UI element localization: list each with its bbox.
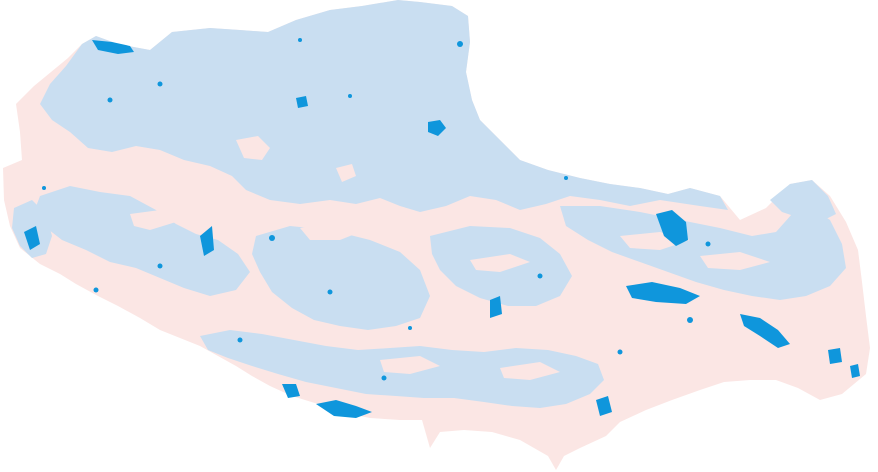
pink-patch	[500, 362, 560, 380]
pink-patch	[336, 164, 356, 182]
west-mid-region	[34, 186, 250, 296]
pink-patch	[236, 136, 270, 160]
feature-blob	[828, 348, 842, 364]
feature-blob	[596, 396, 612, 416]
feature-dot	[687, 317, 693, 323]
feature-dot	[348, 94, 352, 98]
feature-blob	[92, 40, 134, 54]
pink-patch	[470, 254, 530, 272]
feature-dot	[537, 273, 543, 279]
feature-dot	[457, 41, 463, 47]
feature-dot	[408, 326, 412, 330]
north-region	[40, 0, 728, 212]
feature-blob	[428, 120, 446, 136]
east-north-spur	[770, 180, 836, 222]
feature-dot	[42, 186, 46, 190]
feature-dot	[564, 176, 568, 180]
feature-blob	[490, 296, 502, 318]
pink-patch	[300, 222, 360, 240]
pink-patch	[130, 210, 176, 230]
dark-blue-features	[24, 38, 860, 418]
feature-dot	[327, 289, 333, 295]
feature-dot	[107, 97, 113, 103]
feature-blob	[282, 384, 300, 398]
feature-dot	[705, 241, 711, 247]
feature-dot	[237, 337, 243, 343]
pink-patch	[700, 252, 770, 270]
pink-patches	[130, 136, 770, 380]
feature-blob	[626, 282, 700, 304]
feature-dot	[157, 263, 163, 269]
feature-dot	[93, 287, 99, 293]
feature-dot	[381, 375, 387, 381]
feature-blob	[740, 314, 790, 348]
feature-dot	[269, 235, 275, 241]
feature-dot	[157, 81, 163, 87]
feature-dot	[298, 38, 302, 42]
feature-blob	[24, 226, 40, 250]
east-region	[560, 206, 846, 300]
central-region	[252, 226, 430, 330]
feature-blob	[656, 210, 688, 246]
feature-dot	[617, 349, 623, 355]
feature-blob	[200, 226, 214, 256]
pink-patch	[380, 356, 440, 374]
feature-blob	[850, 364, 860, 378]
feature-blob	[316, 400, 372, 418]
feature-blob	[296, 96, 308, 108]
